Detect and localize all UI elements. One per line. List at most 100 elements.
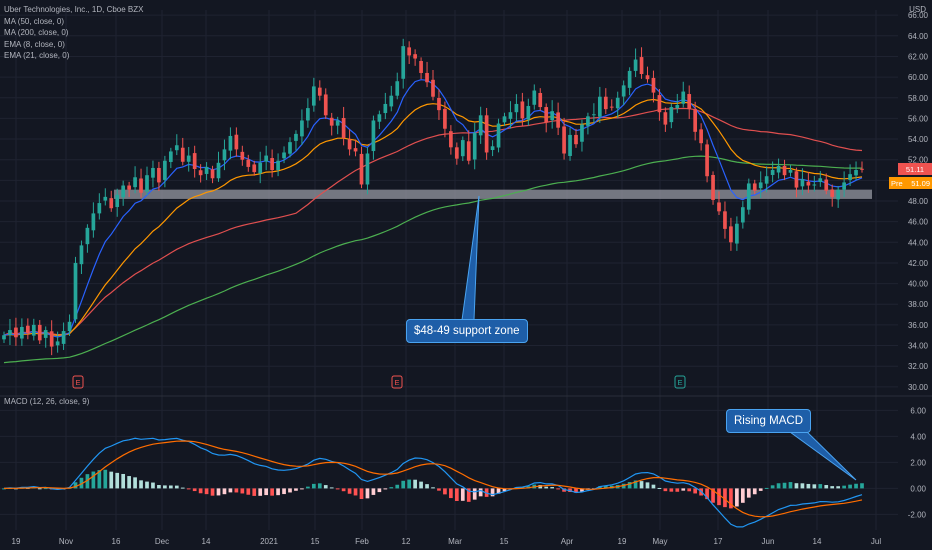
macd-histogram-bar — [371, 488, 376, 495]
candle — [663, 112, 668, 125]
candle — [335, 120, 340, 126]
currency-label: USD — [909, 5, 926, 14]
candle — [782, 165, 787, 176]
candle — [25, 325, 30, 334]
candle — [204, 166, 209, 174]
earnings-marker-label: E — [394, 378, 399, 387]
macd-histogram-bar — [860, 483, 864, 489]
candle — [198, 170, 203, 176]
macd-histogram-bar — [496, 488, 501, 494]
candle — [568, 134, 572, 156]
macd-axis-tick: -2.00 — [908, 510, 927, 519]
macd-histogram-bar — [204, 488, 209, 495]
last-price-badge — [898, 162, 932, 175]
candle — [657, 95, 662, 113]
price-axis-tick: 54.00 — [908, 135, 929, 144]
candles — [2, 38, 864, 356]
candle — [323, 94, 328, 116]
macd-histogram-bar — [115, 472, 120, 489]
macd-histogram-bar — [270, 488, 274, 496]
macd-histogram-bar — [472, 488, 477, 500]
candle — [723, 211, 727, 229]
candle — [574, 134, 578, 145]
macd-histogram-bar — [788, 482, 793, 489]
time-axis-tick: 17 — [714, 537, 723, 546]
macd-histogram-bar — [705, 488, 709, 500]
macd-histogram-bar — [449, 488, 453, 499]
candle — [276, 160, 280, 171]
macd-line — [3, 437, 863, 528]
candle — [234, 134, 239, 150]
macd-histogram-bar — [365, 488, 370, 499]
macd-histogram-bar — [466, 488, 471, 502]
price-axis-tick: 48.00 — [908, 197, 929, 206]
macd-histogram-bar — [454, 488, 459, 501]
macd-histogram-bar — [341, 488, 346, 492]
candle — [228, 135, 233, 151]
candle — [645, 75, 650, 80]
candle — [449, 131, 453, 148]
candle — [317, 87, 322, 96]
macd-histogram-bar — [300, 488, 304, 490]
candle — [371, 120, 376, 152]
macd-histogram-bar — [109, 471, 114, 489]
candle — [788, 170, 793, 173]
time-axis-tick: Mar — [448, 537, 462, 546]
macd-histogram-bar — [842, 485, 846, 489]
candle — [109, 198, 114, 209]
candle — [222, 149, 227, 161]
macd-histogram-bar — [353, 488, 358, 496]
price-axis-tick: 32.00 — [908, 362, 929, 371]
time-axis-tick: 2021 — [260, 537, 278, 546]
legend-ma50: MA (50, close, 0) — [4, 16, 65, 26]
candle — [127, 185, 131, 190]
macd-histogram-bar — [663, 488, 668, 492]
price-axis-tick: 30.00 — [908, 383, 929, 392]
macd-histogram-bar — [329, 487, 334, 489]
candle — [729, 226, 733, 243]
price-axis-tick: 42.00 — [908, 259, 929, 268]
macd-histogram-bar — [764, 487, 769, 489]
price-axis-tick: 40.00 — [908, 280, 929, 289]
price-axis-tick: 64.00 — [908, 32, 929, 41]
candle — [365, 153, 370, 185]
macd-histogram-bar — [854, 483, 858, 489]
candle — [740, 207, 745, 223]
macd-histogram-bar — [490, 488, 495, 497]
macd-histogram-bar — [633, 480, 638, 489]
macd-histogram-bar — [580, 488, 584, 492]
macd-histogram-bar — [687, 488, 692, 492]
macd-signal-line — [3, 440, 863, 518]
support-zone-callout: $48-49 support zone — [406, 319, 528, 343]
candle — [341, 117, 346, 139]
candle — [550, 111, 555, 121]
candle — [240, 151, 245, 160]
candle — [359, 153, 364, 185]
candle — [389, 95, 394, 107]
price-axis-tick: 34.00 — [908, 342, 929, 351]
candle — [168, 151, 173, 162]
candle — [37, 324, 42, 341]
candle — [460, 140, 465, 157]
candle — [842, 182, 846, 190]
macd-histogram-bar — [836, 486, 841, 489]
candle — [49, 331, 54, 347]
macd-histogram-bar — [103, 469, 108, 489]
macd-histogram-bar — [311, 483, 316, 489]
candle — [758, 182, 763, 189]
macd-histogram-bar — [425, 484, 429, 489]
earnings-marker-label: E — [75, 378, 80, 387]
candle — [746, 183, 751, 210]
candle — [514, 103, 519, 113]
candle — [854, 170, 858, 176]
candle — [216, 162, 221, 179]
macd-histogram-bar — [657, 487, 662, 489]
macd-histogram-bar — [794, 483, 799, 489]
macd-histogram-bar — [139, 480, 143, 489]
candle — [192, 153, 197, 169]
macd-histogram-bar — [121, 473, 126, 489]
candle — [288, 142, 292, 154]
candle — [395, 81, 400, 96]
macd-histogram-bar — [556, 488, 560, 490]
macd-histogram-bar — [746, 488, 751, 498]
